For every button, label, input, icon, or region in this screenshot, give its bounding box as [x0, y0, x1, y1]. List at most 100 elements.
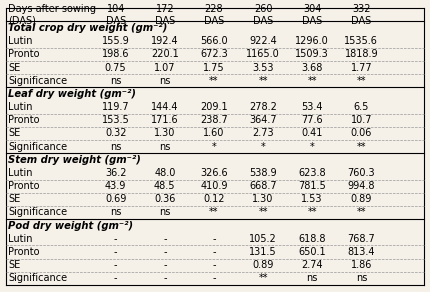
Text: Days after sowing
(DAS): Days after sowing (DAS)	[8, 4, 96, 26]
Text: 326.6: 326.6	[200, 168, 228, 178]
Text: **: **	[258, 273, 268, 283]
Text: -: -	[114, 273, 117, 283]
Text: Pronto: Pronto	[8, 115, 40, 125]
Text: 3.68: 3.68	[301, 62, 323, 73]
Text: 0.75: 0.75	[105, 62, 126, 73]
Text: Total crop dry weight (gm⁻²): Total crop dry weight (gm⁻²)	[8, 23, 168, 33]
Text: 228
DAS: 228 DAS	[204, 4, 224, 26]
Text: Significance: Significance	[8, 142, 68, 152]
Text: SE: SE	[8, 260, 21, 270]
Text: 1818.9: 1818.9	[344, 49, 378, 59]
Text: 332
DAS: 332 DAS	[351, 4, 372, 26]
Text: 1.60: 1.60	[203, 128, 224, 138]
Text: **: **	[209, 76, 219, 86]
Text: 6.5: 6.5	[353, 102, 369, 112]
Text: 209.1: 209.1	[200, 102, 228, 112]
Text: 171.6: 171.6	[151, 115, 178, 125]
Text: 1.30: 1.30	[252, 194, 274, 204]
Text: 623.8: 623.8	[298, 168, 326, 178]
Text: ns: ns	[307, 273, 318, 283]
Text: 0.41: 0.41	[301, 128, 323, 138]
Text: 0.89: 0.89	[252, 260, 274, 270]
Text: 260
DAS: 260 DAS	[253, 4, 273, 26]
Text: **: **	[356, 76, 366, 86]
Text: 1.07: 1.07	[154, 62, 175, 73]
Text: ns: ns	[356, 273, 367, 283]
Text: **: **	[356, 142, 366, 152]
Text: Lutin: Lutin	[8, 234, 33, 244]
Text: Leaf dry weight (gm⁻²): Leaf dry weight (gm⁻²)	[8, 89, 136, 99]
Text: 155.9: 155.9	[102, 36, 129, 46]
Text: 53.4: 53.4	[301, 102, 323, 112]
Text: 781.5: 781.5	[298, 181, 326, 191]
Text: 364.7: 364.7	[249, 115, 277, 125]
Text: -: -	[212, 234, 216, 244]
Text: Lutin: Lutin	[8, 36, 33, 46]
Text: SE: SE	[8, 194, 21, 204]
Text: -: -	[212, 273, 216, 283]
Text: 153.5: 153.5	[102, 115, 129, 125]
Text: 768.7: 768.7	[347, 234, 375, 244]
Text: SE: SE	[8, 62, 21, 73]
Text: ns: ns	[159, 76, 170, 86]
Text: ns: ns	[110, 207, 121, 218]
Text: 813.4: 813.4	[347, 247, 375, 257]
Text: 1.75: 1.75	[203, 62, 225, 73]
Text: 566.0: 566.0	[200, 36, 228, 46]
Text: 1296.0: 1296.0	[295, 36, 329, 46]
Text: 650.1: 650.1	[298, 247, 326, 257]
Text: 36.2: 36.2	[105, 168, 126, 178]
Text: 668.7: 668.7	[249, 181, 277, 191]
Text: 1509.3: 1509.3	[295, 49, 329, 59]
Text: ns: ns	[110, 76, 121, 86]
Text: 43.9: 43.9	[105, 181, 126, 191]
Text: 760.3: 760.3	[347, 168, 375, 178]
Text: -: -	[163, 273, 166, 283]
Text: 220.1: 220.1	[151, 49, 179, 59]
Text: Lutin: Lutin	[8, 102, 33, 112]
Text: 238.7: 238.7	[200, 115, 228, 125]
Text: **: **	[258, 76, 268, 86]
Text: ns: ns	[110, 142, 121, 152]
Text: *: *	[212, 142, 216, 152]
Text: 1.86: 1.86	[350, 260, 372, 270]
Text: Significance: Significance	[8, 207, 68, 218]
Text: 304
DAS: 304 DAS	[302, 4, 322, 26]
Text: -: -	[212, 247, 216, 257]
Text: ns: ns	[159, 207, 170, 218]
Text: 0.06: 0.06	[350, 128, 372, 138]
Text: 1.53: 1.53	[301, 194, 323, 204]
Text: 1.30: 1.30	[154, 128, 175, 138]
Text: 0.36: 0.36	[154, 194, 175, 204]
Text: 994.8: 994.8	[347, 181, 375, 191]
Text: Pronto: Pronto	[8, 247, 40, 257]
Text: 119.7: 119.7	[102, 102, 129, 112]
Text: **: **	[356, 207, 366, 218]
Text: 2.73: 2.73	[252, 128, 274, 138]
Text: 1165.0: 1165.0	[246, 49, 280, 59]
Text: *: *	[261, 142, 265, 152]
Text: **: **	[307, 207, 317, 218]
Text: -: -	[163, 260, 166, 270]
Text: 48.5: 48.5	[154, 181, 175, 191]
Text: 0.32: 0.32	[105, 128, 126, 138]
Text: 618.8: 618.8	[298, 234, 326, 244]
Text: 0.69: 0.69	[105, 194, 126, 204]
Text: 0.89: 0.89	[350, 194, 372, 204]
Text: -: -	[114, 247, 117, 257]
Text: 172
DAS: 172 DAS	[155, 4, 175, 26]
Text: *: *	[310, 142, 315, 152]
Text: -: -	[212, 260, 216, 270]
Text: Lutin: Lutin	[8, 168, 33, 178]
Text: 10.7: 10.7	[350, 115, 372, 125]
Text: 3.53: 3.53	[252, 62, 274, 73]
Text: Significance: Significance	[8, 76, 68, 86]
Text: Pronto: Pronto	[8, 49, 40, 59]
Text: Pronto: Pronto	[8, 181, 40, 191]
Text: 105.2: 105.2	[249, 234, 277, 244]
Text: 192.4: 192.4	[151, 36, 178, 46]
Text: 144.4: 144.4	[151, 102, 178, 112]
Text: 1535.6: 1535.6	[344, 36, 378, 46]
Text: 922.4: 922.4	[249, 36, 277, 46]
Text: 2.74: 2.74	[301, 260, 323, 270]
